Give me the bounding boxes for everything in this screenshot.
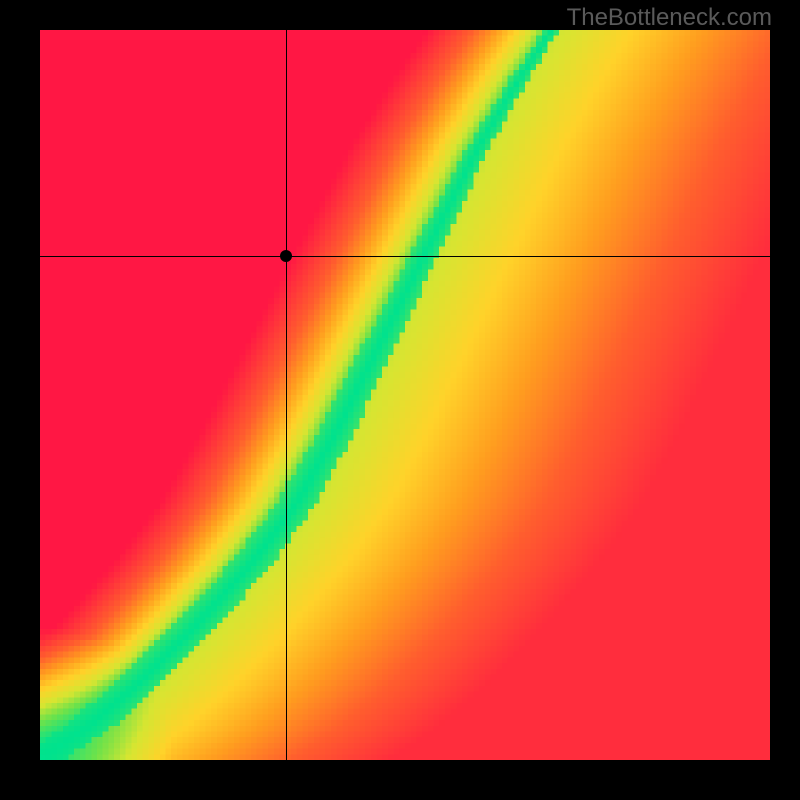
plot-area — [40, 30, 770, 760]
crosshair-vertical — [286, 30, 287, 760]
selection-marker — [280, 250, 292, 262]
bottleneck-heatmap: TheBottleneck.com — [0, 0, 800, 800]
crosshair-horizontal — [40, 256, 770, 257]
heatmap-canvas — [40, 30, 770, 760]
watermark-text: TheBottleneck.com — [567, 4, 772, 32]
